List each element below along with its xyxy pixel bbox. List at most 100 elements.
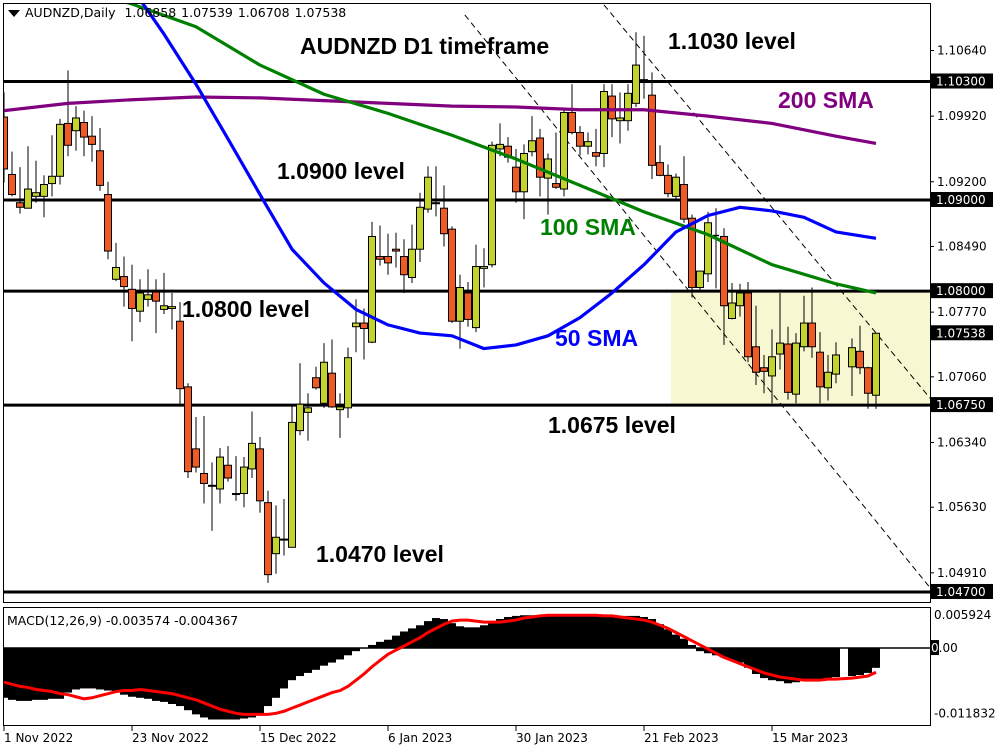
candle [56,118,64,185]
macd-histogram-bar [536,615,544,649]
candle [272,505,280,574]
candle [584,132,592,155]
candle-body-bear [512,166,520,193]
candle [696,270,704,293]
candle [856,325,864,375]
candle-body-bull [232,493,240,496]
price-tick-label: 1.07770 [937,305,987,319]
candle [720,228,728,345]
candle [104,181,112,260]
candle [280,498,288,556]
macd-histogram-bar [728,648,736,661]
candle-body-bear [128,288,136,309]
price-label-bg [931,397,993,413]
time-tick-label: 30 Jan 2023 [516,731,588,745]
time-tick-label: 1 Nov 2022 [4,731,73,745]
macd-zero-label-bg [931,640,939,656]
candle-body-bull [528,140,536,153]
candle [400,239,408,293]
trendline-dashed [464,14,930,589]
candle-body-bear [312,377,320,389]
candle-body-bull [240,466,248,495]
candle-body-bull [488,144,496,266]
macd-histogram-bar [568,615,576,649]
candle-body-bull [288,421,296,548]
candle-body-bull [296,403,304,432]
macd-histogram-bar [320,648,328,666]
candle-body-bull [112,266,120,280]
candle [80,110,88,157]
candle [344,347,352,418]
candle [256,437,264,513]
candle-body-bull [32,192,40,197]
candle-body-bear [80,122,88,138]
candle-body-bull [304,407,312,413]
macd-histogram-bar [128,648,136,697]
macd-histogram-bar [528,615,536,649]
candle [136,279,144,323]
candle [424,166,432,213]
candle-body-bull [272,536,280,555]
candle-body-bull [544,158,552,179]
macd-histogram-bar [832,648,840,678]
candle-body-bear [96,150,104,186]
candles [4,32,880,583]
candle-body-bear [64,122,72,146]
candle-body-bear [784,343,792,393]
candle [496,123,504,157]
price-tick-label: 1.09920 [937,109,987,123]
macd-histogram-bar [784,648,792,684]
macd-histogram-bar [480,625,488,649]
candle [24,146,32,209]
macd-histogram-bar [376,641,384,649]
annotation-50-sma: 50 SMA [555,325,639,351]
macd-histogram-bar [800,648,808,681]
candle-body-bull [352,322,360,328]
candle-body-bear [4,116,8,170]
candle-body-bear [856,350,864,369]
macd-histogram-bar [808,648,816,681]
candle-body-bull [40,183,48,197]
candle-body-bear [568,111,576,134]
candle [664,164,672,198]
macd-histogram-bar [488,621,496,649]
price-label: 1.04700 [936,585,986,599]
candle-body-bear [200,472,208,484]
candle-body-bear [376,256,384,260]
candle-body-bull [24,188,32,209]
macd-histogram-bar [736,648,744,663]
macd-histogram-bar [752,648,760,674]
candle [72,106,80,151]
macd-histogram-bar [344,648,352,656]
candle [208,462,216,531]
candle-body-bear [752,346,760,373]
candle-body-bull [704,222,712,275]
macd-histogram-bar [360,648,368,649]
time-axis: 1 Nov 2022 23 Nov 2022 15 Dec 2022 6 Jan 20… [3,726,848,745]
macd-histogram-bar [136,648,144,698]
dropdown-triangle-icon[interactable] [8,9,20,17]
macd-histogram-bar [296,648,304,677]
macd-histogram-bar [608,615,616,649]
macd-histogram-bar [408,628,416,649]
price-label-bg [931,583,993,599]
candle [160,272,168,314]
macd-histogram-bar [816,648,824,680]
macd-histogram-bar [208,648,216,720]
candle [88,116,96,162]
candle-body-bull [824,371,832,389]
macd-histogram-bar [192,648,200,715]
macd-histogram-bar [216,648,224,720]
price-label: 1.10300 [936,74,986,88]
time-tick-label: 15 Mar 2023 [772,731,848,745]
macd-histogram-bar [400,631,408,649]
macd-histogram-bar [120,648,128,695]
candle [472,244,480,333]
macd-histogram-bar [256,648,264,714]
candle [816,332,824,404]
macd-histogram-bar [48,648,56,699]
candle [248,411,256,479]
time-tick-label: 15 Dec 2022 [260,731,337,745]
candle-body-bull [72,117,80,132]
